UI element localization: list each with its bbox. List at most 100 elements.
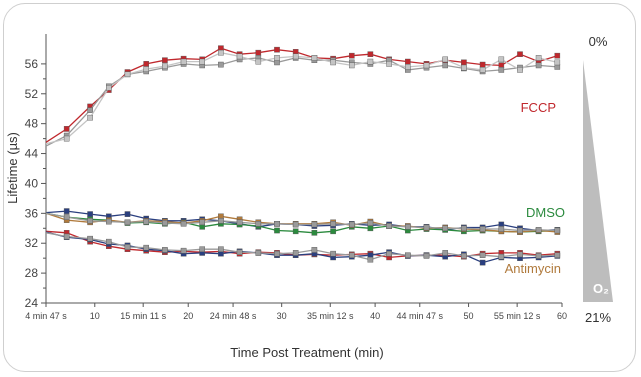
data-point bbox=[330, 228, 336, 235]
data-point bbox=[255, 58, 262, 65]
x-ticks: 4 min 47 s 10 15 min 11 s 20 24 min 48 s 30 35… bbox=[25, 303, 567, 321]
series-group-antimycin bbox=[45, 229, 561, 266]
data-point bbox=[105, 218, 112, 225]
data-point bbox=[143, 66, 150, 72]
data-point bbox=[367, 58, 374, 65]
data-point bbox=[554, 252, 561, 259]
x-tick-label: 40 bbox=[370, 311, 380, 321]
data-point bbox=[143, 218, 150, 225]
data-point bbox=[87, 107, 93, 113]
x-tick-label: 4 min 47 s bbox=[25, 311, 67, 321]
data-point bbox=[236, 249, 243, 256]
oxygen-wedge bbox=[583, 60, 613, 302]
data-point bbox=[498, 56, 505, 63]
y-tick-label: 36 bbox=[25, 206, 39, 220]
data-point bbox=[535, 226, 542, 233]
data-point bbox=[442, 250, 449, 256]
data-point bbox=[349, 52, 355, 59]
x-tick-label: 20 bbox=[183, 311, 193, 321]
data-point bbox=[367, 256, 374, 263]
data-point bbox=[218, 246, 224, 253]
data-point bbox=[461, 225, 467, 232]
x-tick-label: 24 min 48 s bbox=[210, 311, 257, 321]
data-point bbox=[386, 223, 392, 229]
series-line bbox=[45, 52, 558, 145]
oxygen-scale: 0% O₂ 21% bbox=[583, 34, 613, 325]
x-tick-label: 30 bbox=[277, 311, 287, 321]
data-point bbox=[479, 259, 486, 266]
data-point bbox=[105, 238, 112, 245]
data-point bbox=[367, 225, 374, 232]
y-tick-label: 24 bbox=[25, 296, 39, 310]
data-point bbox=[498, 67, 505, 73]
data-point bbox=[63, 233, 70, 240]
data-point bbox=[405, 58, 411, 65]
chart-card bbox=[3, 3, 636, 372]
data-point bbox=[517, 227, 523, 234]
y-axis-label: Lifetime (µs) bbox=[5, 132, 20, 204]
data-point bbox=[292, 250, 299, 256]
x-axis-label: Time Post Treatment (min) bbox=[230, 345, 383, 360]
data-point bbox=[87, 235, 93, 242]
data-point bbox=[218, 217, 224, 224]
data-point bbox=[236, 219, 243, 226]
data-point bbox=[517, 51, 523, 57]
data-point bbox=[517, 251, 523, 258]
y-ticks: 24 28 32 36 40 44 48 52 56 bbox=[25, 57, 46, 310]
data-point bbox=[554, 59, 561, 66]
data-point bbox=[143, 61, 150, 67]
data-point bbox=[311, 221, 318, 228]
data-point bbox=[330, 220, 336, 227]
y-tick-label: 48 bbox=[25, 117, 39, 131]
series-group-fccp bbox=[45, 45, 561, 147]
data-point bbox=[105, 84, 112, 91]
series-line bbox=[45, 57, 558, 147]
x-tick-label: 35 min 12 s bbox=[307, 311, 354, 321]
series-line bbox=[45, 232, 558, 261]
series-line bbox=[45, 210, 558, 232]
y-tick-label: 56 bbox=[25, 57, 39, 71]
data-point bbox=[255, 250, 262, 256]
data-point bbox=[199, 58, 206, 65]
data-point bbox=[535, 62, 542, 69]
data-point bbox=[461, 64, 467, 71]
oxygen-bottom-label: 21% bbox=[585, 310, 611, 325]
data-point bbox=[274, 46, 280, 53]
x-tick-label: 44 min 47 s bbox=[397, 311, 444, 321]
data-point bbox=[292, 53, 299, 60]
data-point bbox=[292, 221, 299, 228]
y-tick-label: 40 bbox=[25, 176, 39, 190]
data-point bbox=[143, 244, 150, 251]
data-point bbox=[87, 217, 93, 224]
data-point bbox=[274, 220, 280, 227]
data-point bbox=[87, 114, 93, 121]
data-point bbox=[274, 55, 280, 61]
data-point bbox=[554, 52, 561, 59]
data-point bbox=[405, 223, 411, 230]
series-label-dmso: DMSO bbox=[526, 205, 565, 220]
data-point bbox=[274, 250, 280, 257]
data-point bbox=[442, 225, 449, 232]
data-point bbox=[386, 250, 392, 257]
series-layer bbox=[45, 45, 561, 266]
data-point bbox=[87, 211, 93, 217]
data-point bbox=[162, 247, 168, 253]
data-point bbox=[162, 63, 168, 69]
series-line bbox=[45, 212, 558, 232]
data-point bbox=[255, 49, 262, 56]
data-point bbox=[218, 61, 224, 68]
oxygen-top-label: 0% bbox=[589, 34, 608, 49]
series-label-fccp: FCCP bbox=[521, 100, 556, 115]
y-tick-label: 28 bbox=[25, 266, 39, 280]
data-point bbox=[180, 247, 187, 254]
data-point bbox=[498, 226, 505, 232]
data-point bbox=[535, 253, 542, 259]
data-point bbox=[423, 224, 430, 231]
data-point bbox=[386, 61, 392, 67]
data-point bbox=[124, 244, 131, 250]
oxygen-wedge-label: O₂ bbox=[593, 281, 609, 296]
data-point bbox=[63, 214, 70, 220]
data-point bbox=[311, 229, 318, 236]
x-tick-label: 55 min 12 s bbox=[494, 311, 541, 321]
